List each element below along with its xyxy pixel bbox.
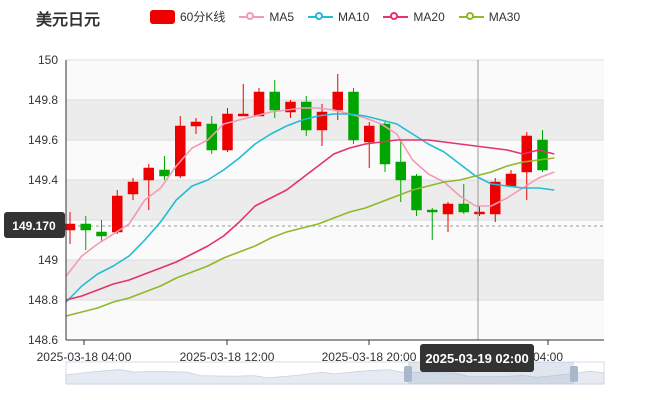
candle — [96, 220, 107, 242]
candle — [80, 216, 91, 250]
candle — [442, 202, 454, 232]
candle-body — [490, 181, 501, 215]
background-band — [66, 300, 604, 340]
legend-label-ma10: MA10 — [338, 9, 370, 24]
y-tick-label: 149 — [38, 253, 58, 267]
candle — [190, 118, 202, 134]
x-axis: 2025-03-18 04:00 2025-03-18 12:00 2025-03-… — [37, 339, 604, 364]
candle-body — [301, 101, 312, 131]
candle-body — [269, 91, 280, 111]
y-tick-label: 149.6 — [28, 133, 58, 147]
legend-swatch-ma20 — [383, 10, 409, 24]
ma-line-ma10 — [65, 113, 555, 303]
candle-body — [127, 181, 139, 195]
slider-handle-left — [404, 366, 412, 382]
crosshair-time-label: 2025-03-19 02:00 — [420, 344, 534, 372]
legend-label-ma30: MA30 — [488, 9, 521, 24]
x-tick-label: 2025-03-18 20:00 — [322, 350, 417, 364]
background-band — [66, 140, 604, 180]
candle — [395, 140, 406, 202]
candle-body — [80, 223, 91, 231]
legend-item-ma5[interactable]: MA5 — [239, 10, 294, 24]
legend-item-ma10[interactable]: MA10 — [308, 10, 369, 24]
legend-label-kline: 60分K线 — [180, 10, 226, 24]
y-tick-label: 149.4 — [28, 173, 58, 187]
ma-line-ma30 — [65, 157, 555, 317]
legend-swatch-kline — [150, 9, 175, 24]
legend-item-ma30[interactable]: MA30 — [458, 9, 521, 24]
x-tick-label: 2025-03-18 12:00 — [180, 350, 275, 364]
candle — [253, 88, 265, 117]
candle — [112, 190, 123, 234]
legend-swatch-ma10 — [308, 10, 334, 24]
current-price-label: 149.170 — [4, 212, 65, 238]
candle-body — [112, 195, 123, 233]
candle — [238, 84, 249, 117]
ma-line-ma5 — [65, 107, 555, 277]
plot-background-bands — [66, 60, 604, 340]
candle-body — [96, 231, 107, 237]
legend-label-ma20: MA20 — [413, 9, 445, 24]
candle — [316, 104, 328, 146]
candles[interactable] — [64, 74, 548, 250]
legend-swatch-ma5 — [239, 10, 265, 24]
candle-body — [238, 113, 249, 117]
candle-body — [442, 203, 454, 215]
candle — [427, 208, 438, 240]
candle — [222, 108, 233, 152]
legend-item-kline[interactable]: 60分K线 — [150, 8, 225, 25]
ma-line-ma20 — [65, 139, 555, 301]
candle — [332, 74, 343, 120]
y-tick-label: 150 — [38, 53, 58, 67]
candle — [379, 122, 391, 172]
chart-title: 美元日元 — [36, 12, 101, 29]
y-tick-label: 148.6 — [28, 333, 58, 347]
background-band — [66, 260, 604, 300]
crosshair-time-label-text: 2025-03-19 02:00 — [425, 351, 528, 366]
candle-body — [159, 169, 170, 177]
candle — [474, 206, 485, 216]
candle-body — [316, 111, 328, 131]
legend-item-ma20[interactable]: MA20 — [383, 9, 445, 24]
candle-body — [427, 209, 438, 213]
candle-body — [175, 125, 186, 177]
legend-swatch-ma30 — [458, 10, 484, 24]
legend-label-ma5: MA5 — [269, 9, 295, 24]
candle — [364, 122, 375, 168]
candle-body — [458, 203, 469, 213]
candle — [175, 116, 186, 178]
x-tick-label: 2025-03-18 04:00 — [37, 350, 132, 364]
candle-body — [285, 101, 296, 113]
candle-body — [505, 173, 517, 187]
slider-handle-right — [570, 366, 578, 382]
candle — [411, 174, 422, 216]
candle-body — [537, 139, 548, 171]
candle — [127, 178, 139, 200]
current-price-label-text: 149.170 — [12, 219, 56, 233]
candle-body — [222, 113, 233, 151]
candle-body — [253, 91, 265, 117]
candle — [159, 156, 170, 180]
candle-body — [379, 123, 391, 165]
legend: 60分K线 MA5 MA10 MA20 MA30 — [150, 8, 534, 25]
candle-body — [364, 125, 375, 143]
candle-body — [143, 167, 154, 181]
candle-body — [190, 121, 202, 127]
candle-body — [395, 161, 406, 181]
candle — [143, 164, 154, 210]
background-band — [66, 180, 604, 220]
y-tick-label: 148.8 — [28, 293, 58, 307]
x-tick-label: 04:00 — [533, 350, 563, 364]
candle-body — [332, 91, 343, 111]
candle — [490, 178, 501, 222]
candle-body — [411, 175, 422, 211]
y-tick-label: 149.8 — [28, 93, 58, 107]
moving-average-lines — [65, 107, 555, 317]
slider-preview — [65, 369, 605, 385]
candle — [301, 96, 312, 136]
candle-body — [474, 211, 485, 215]
